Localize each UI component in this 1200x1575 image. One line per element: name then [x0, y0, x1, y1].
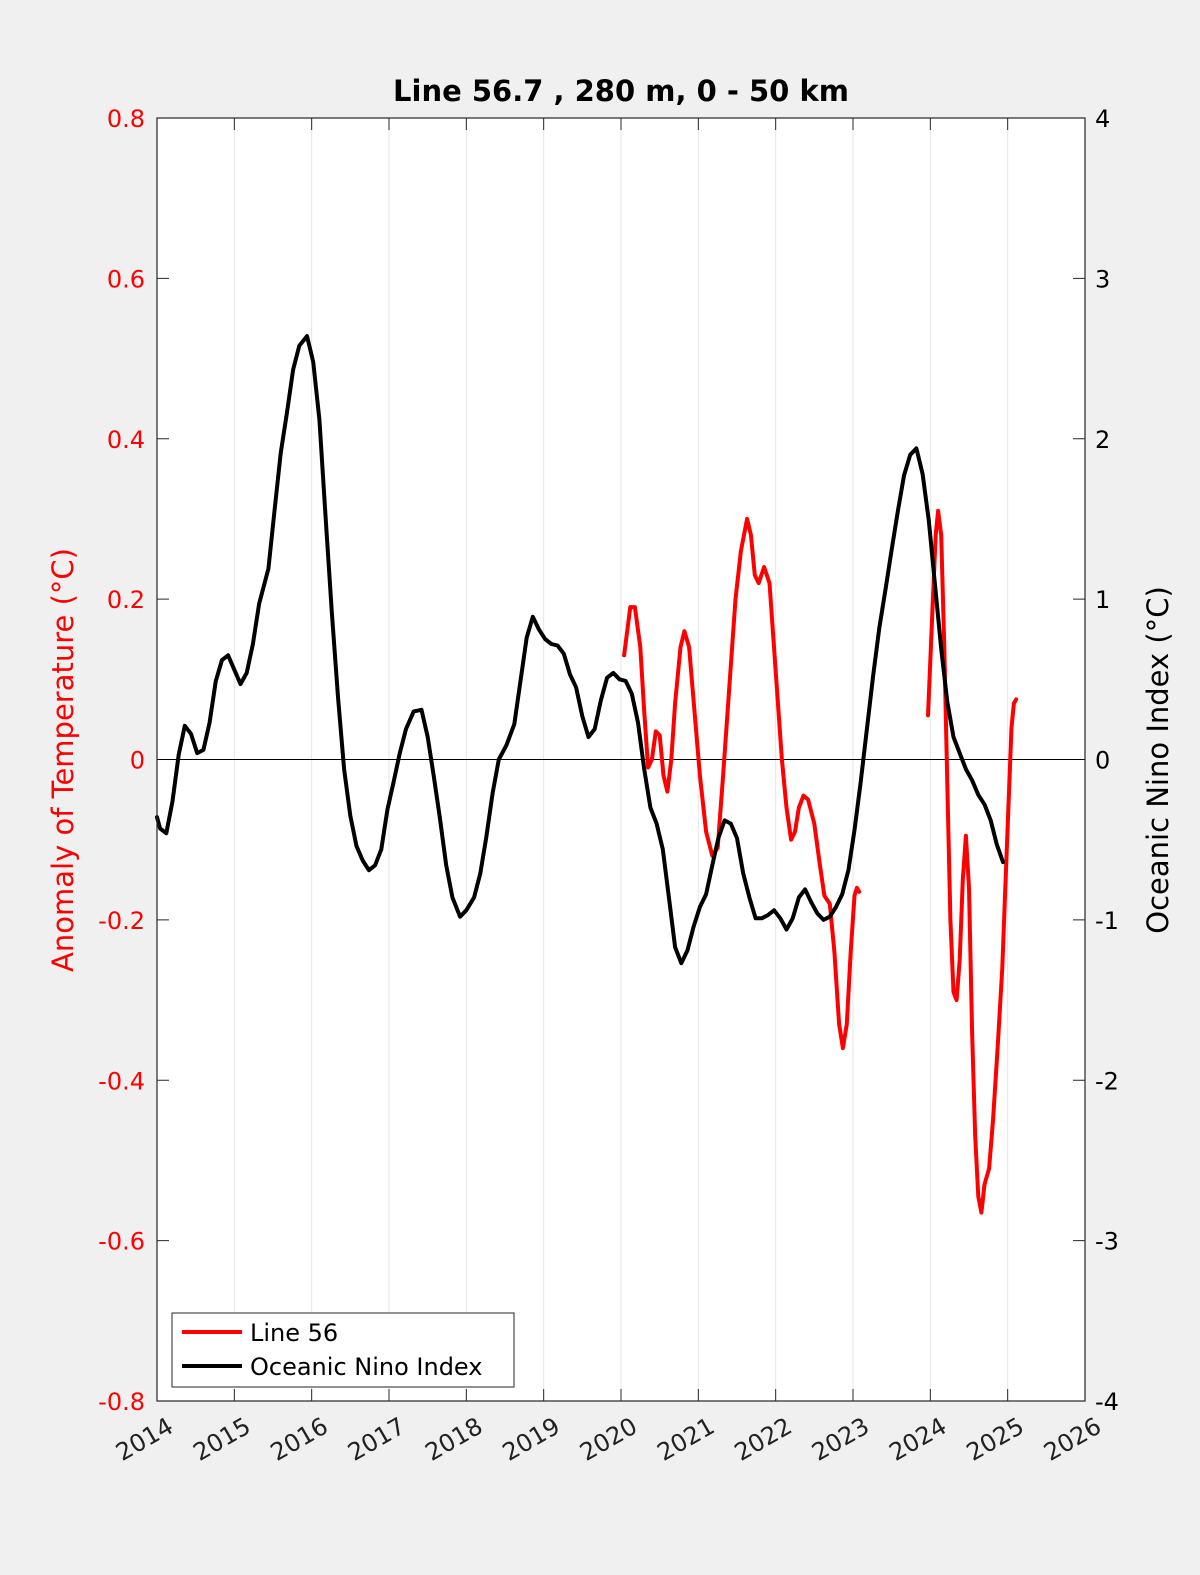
x-tick-label: 2016 [266, 1412, 333, 1467]
series-layer [155, 334, 1085, 1215]
x-tick-label: 2014 [111, 1412, 178, 1467]
y-left-tick-label: 0.8 [107, 105, 145, 133]
y-right-tick-label: 2 [1095, 426, 1110, 454]
legend-label-oni: Oceanic Nino Index [250, 1353, 482, 1381]
x-tick-label: 2022 [730, 1412, 797, 1467]
legend: Line 56 Oceanic Nino Index [171, 1312, 515, 1388]
series-line-line-56-1 [926, 508, 1019, 1215]
plot-frame [156, 117, 1086, 1402]
legend-label-line56: Line 56 [250, 1319, 338, 1347]
y-right-tick-label: -1 [1095, 907, 1119, 935]
series-line-oceanic-nino-index-0 [155, 334, 1005, 966]
chart-title: Line 56.7 , 280 m, 0 - 50 km [393, 74, 849, 108]
y-axis-right-label: Oceanic Nino Index (°C) [1141, 586, 1175, 934]
x-tick-label: 2015 [188, 1412, 255, 1467]
y-left-tick-label: -0.8 [98, 1388, 145, 1416]
y-left-tick-label: 0.2 [107, 586, 145, 614]
y-right-tick-label: 3 [1095, 265, 1110, 293]
y-right-tick-label: 4 [1095, 105, 1110, 133]
x-tick-label: 2024 [884, 1412, 951, 1467]
y-right-tick-label: 0 [1095, 747, 1110, 775]
series-line-line-56-0 [622, 516, 862, 1051]
x-tick-label: 2017 [343, 1412, 410, 1467]
y-right-tick-label: -3 [1095, 1228, 1119, 1256]
y-left-tick-label: 0.4 [107, 426, 145, 454]
y-axis-left-label: Anomaly of Temperature (°C) [46, 548, 80, 972]
y-left-tick-label: 0 [130, 747, 145, 775]
y-right-tick-label: 1 [1095, 586, 1110, 614]
y-left-tick-label: 0.6 [107, 265, 145, 293]
y-left-tick-label: -0.2 [98, 907, 145, 935]
x-tick-label: 2021 [652, 1412, 719, 1467]
x-tick-label: 2020 [575, 1412, 642, 1467]
x-tick-label: 2019 [498, 1412, 565, 1467]
x-tick-label: 2026 [1039, 1412, 1106, 1467]
x-tick-label: 2025 [962, 1412, 1029, 1467]
y-left-tick-label: -0.6 [98, 1228, 145, 1256]
y-right-tick-label: -2 [1095, 1067, 1119, 1095]
x-tick-label: 2018 [420, 1412, 487, 1467]
y-left-tick-label: -0.4 [98, 1067, 145, 1095]
legend-box [171, 1312, 515, 1388]
y-right-tick-label: -4 [1095, 1388, 1119, 1416]
x-tick-label: 2023 [807, 1412, 874, 1467]
